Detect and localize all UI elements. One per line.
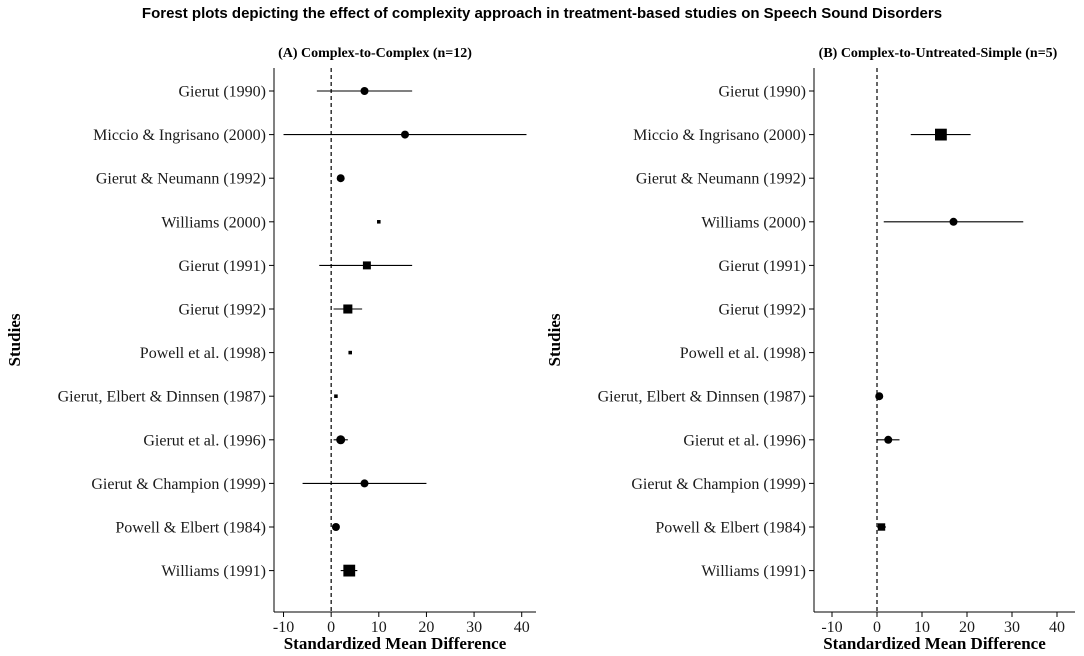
- panel-title: (B) Complex-to-Untreated-Simple (n=5): [819, 46, 1058, 61]
- y-axis-title: Studies: [545, 313, 564, 366]
- x-axis-title: Standardized Mean Difference: [284, 634, 507, 653]
- effect-point: [336, 435, 346, 445]
- study-label: Gierut & Champion (1999): [631, 476, 806, 493]
- effect-point: [884, 435, 893, 444]
- figure-title: Forest plots depicting the effect of com…: [142, 5, 942, 22]
- x-tick-label: 30: [466, 619, 482, 636]
- x-tick-label: -10: [821, 619, 842, 636]
- study-label: Gierut et al. (1996): [683, 432, 806, 449]
- study-label: Gierut (1991): [178, 258, 266, 275]
- effect-point: [362, 261, 371, 270]
- effect-point: [360, 479, 369, 488]
- effect-point: [360, 87, 369, 95]
- panel-a: (A) Complex-to-Complex (n=12) -10 0 10 20 30 4…: [5, 46, 536, 653]
- study-label: Williams (1991): [161, 563, 266, 580]
- x-tick-label: 40: [514, 619, 530, 636]
- study-label: Gierut (1992): [718, 302, 806, 319]
- panels: (A) Complex-to-Complex (n=12) -10 0 10 20 30 4…: [5, 46, 1075, 653]
- study-label: Gierut & Neumann (1992): [96, 171, 266, 188]
- panel-title: (A) Complex-to-Complex (n=12): [278, 46, 472, 61]
- effect-point: [377, 220, 381, 224]
- effect-point: [331, 523, 340, 531]
- effect-point: [935, 128, 947, 141]
- effect-point: [336, 174, 345, 183]
- study-label: Powell et al. (1998): [680, 345, 806, 362]
- study-label: Gierut & Neumann (1992): [636, 171, 806, 188]
- effect-point: [343, 304, 353, 314]
- study-label: Miccio & Ingrisano (2000): [633, 127, 806, 144]
- effect-point: [401, 130, 409, 139]
- study-label: Powell & Elbert (1984): [115, 520, 266, 537]
- x-tick-label: 10: [371, 619, 387, 636]
- study-label: Powell & Elbert (1984): [655, 520, 806, 537]
- study-label: Gierut & Champion (1999): [91, 476, 266, 493]
- study-label: Williams (2000): [161, 214, 266, 231]
- effect-point: [348, 350, 352, 355]
- x-tick-label: 20: [959, 619, 975, 636]
- y-axis-title: Studies: [5, 313, 24, 366]
- x-tick-label: 0: [327, 619, 335, 636]
- x-axis-title: Standardized Mean Difference: [823, 634, 1046, 653]
- study-label: Gierut et al. (1996): [143, 432, 266, 449]
- study-label: Williams (1991): [701, 563, 806, 580]
- study-label: Gierut (1992): [178, 302, 266, 319]
- effect-point: [877, 523, 886, 531]
- effect-point: [334, 394, 338, 398]
- x-tick-label: 20: [418, 619, 434, 636]
- study-label: Gierut (1990): [718, 84, 806, 101]
- panel-b: (B) Complex-to-Untreated-Simple (n=5) -10…: [545, 46, 1075, 653]
- x-tick-label: 40: [1049, 619, 1065, 636]
- study-label: Gierut, Elbert & Dinnsen (1987): [598, 389, 806, 406]
- study-label: Gierut, Elbert & Dinnsen (1987): [58, 389, 266, 406]
- x-tick-label: 0: [873, 619, 881, 636]
- x-tick-label: -10: [273, 619, 294, 636]
- effect-point: [343, 564, 356, 577]
- x-tick-label: 30: [1004, 619, 1020, 636]
- effect-point: [875, 392, 884, 401]
- study-label: Gierut (1990): [178, 84, 266, 101]
- study-label: Powell et al. (1998): [140, 345, 266, 362]
- study-label: Williams (2000): [701, 214, 806, 231]
- effect-point: [949, 217, 958, 226]
- study-label: Miccio & Ingrisano (2000): [93, 127, 266, 144]
- x-tick-label: 10: [914, 619, 930, 636]
- study-label: Gierut (1991): [718, 258, 806, 275]
